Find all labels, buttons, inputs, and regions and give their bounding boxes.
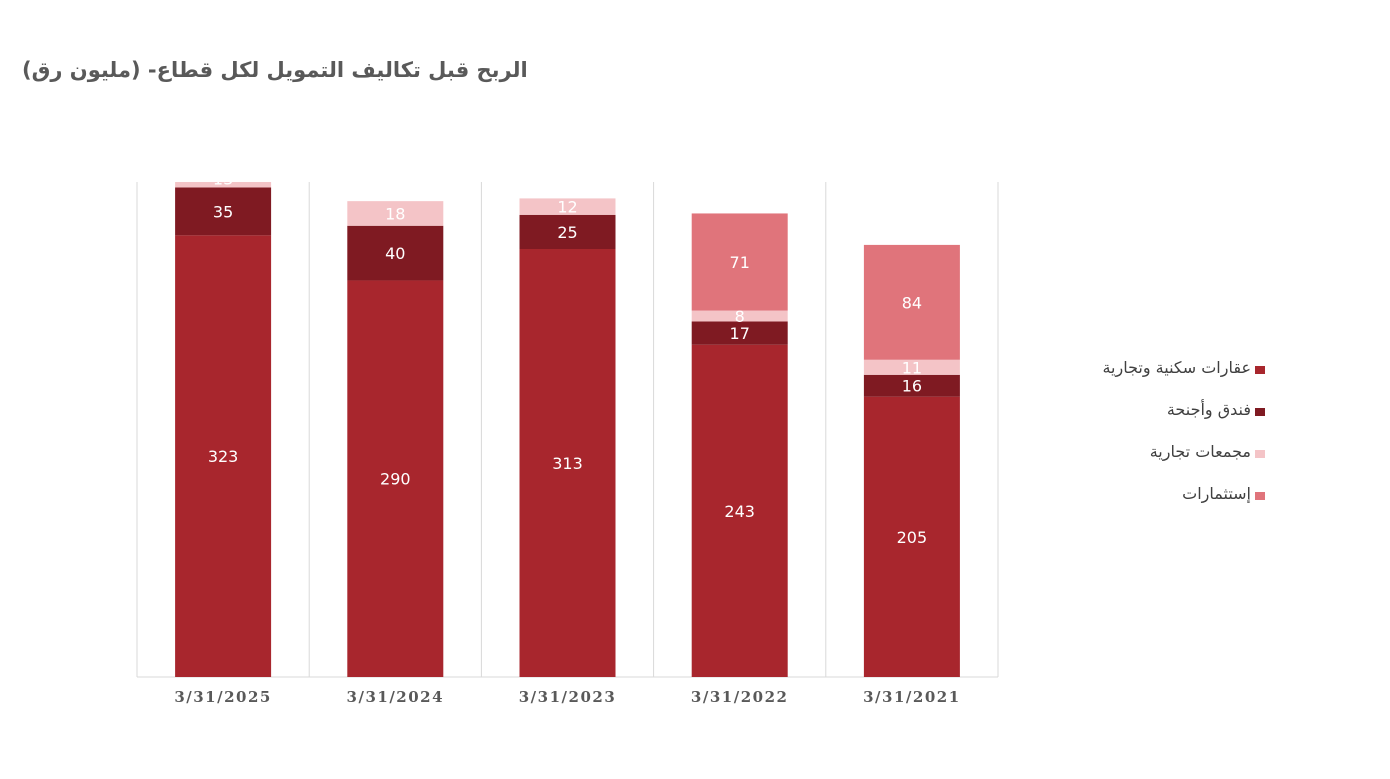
data-label: 18: [385, 204, 405, 223]
legend-item: إستثمارات: [1060, 484, 1265, 526]
data-label: 17: [730, 324, 750, 343]
data-label: 40: [385, 244, 405, 263]
bar-segment: [691, 213, 788, 311]
legend-label: عقارات سكنية وتجارية: [1102, 358, 1251, 377]
legend-label: مجمعات تجارية: [1149, 442, 1251, 461]
bar-segment: [863, 396, 960, 677]
legend-swatch: [1255, 408, 1265, 416]
bar-segment: [691, 321, 788, 345]
chart-title: الربح قبل تكاليف التمويل لكل قطاع- (مليو…: [22, 58, 528, 82]
bar-segment: [863, 244, 960, 360]
legend-item: فندق وأجنحة: [1060, 400, 1265, 442]
bar-segment: [175, 182, 272, 188]
data-label: 16: [902, 377, 922, 396]
bar-segment: [691, 344, 788, 677]
bar-segment: [863, 359, 960, 375]
data-label: 205: [897, 528, 928, 547]
legend-swatch: [1255, 492, 1265, 500]
data-label: 71: [730, 253, 750, 272]
legend-swatch: [1255, 450, 1265, 458]
x-tick-label: 3/31/2023: [519, 688, 617, 706]
legend-item: عقارات سكنية وتجارية: [1060, 358, 1265, 400]
legend-item: مجمعات تجارية: [1060, 442, 1265, 484]
data-label: 8: [735, 307, 745, 326]
bar-segment: [175, 235, 272, 677]
bar-segment: [347, 280, 444, 677]
data-label: 243: [724, 502, 755, 521]
x-tick-label: 3/31/2024: [347, 688, 445, 706]
x-tick-label: 3/31/2022: [691, 688, 789, 706]
bar-segment: [347, 225, 444, 281]
data-label: 25: [557, 223, 577, 242]
data-label: 323: [208, 447, 239, 466]
bar-segment: [519, 214, 616, 250]
legend: عقارات سكنية وتجارية فندق وأجنحة مجمعات تج…: [1060, 358, 1265, 526]
legend-label: إستثمارات: [1182, 484, 1251, 503]
data-label: 11: [902, 358, 922, 377]
bar-segment: [863, 374, 960, 397]
bar-segment: [519, 198, 616, 215]
data-label: 313: [552, 454, 583, 473]
bar-segment: [175, 187, 272, 236]
legend-label: فندق وأجنحة: [1166, 400, 1251, 419]
bar-segment: [519, 249, 616, 677]
x-tick-label: 3/31/2021: [863, 688, 961, 706]
data-label: 13: [213, 170, 233, 189]
x-tick-label: 3/31/2025: [174, 688, 272, 706]
data-label: 84: [902, 293, 922, 312]
data-label: 35: [213, 202, 233, 221]
data-label: 290: [380, 470, 411, 489]
bar-segment: [691, 310, 788, 322]
bar-segment: [347, 201, 444, 226]
data-label: 12: [557, 198, 577, 217]
legend-swatch: [1255, 366, 1265, 374]
bars-group: [175, 182, 960, 677]
